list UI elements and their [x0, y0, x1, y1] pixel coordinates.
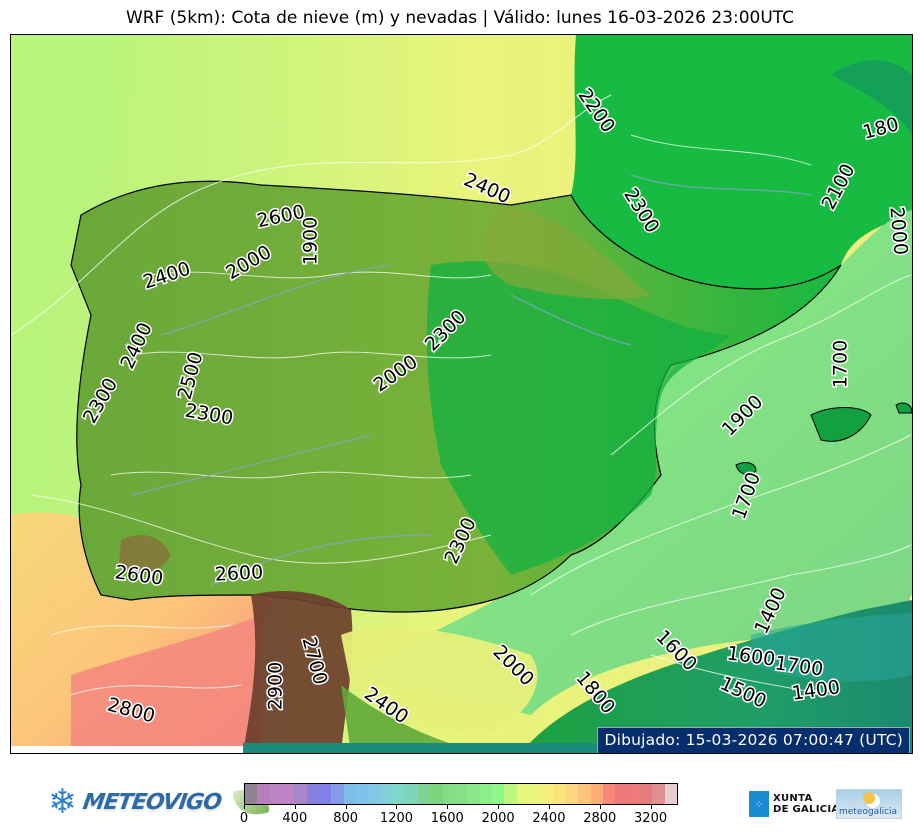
colorbar-tick-label: 2000 — [481, 811, 515, 826]
colorbar-segment — [664, 784, 678, 804]
colorbar-segment — [541, 784, 554, 804]
colorbar-segment — [294, 784, 307, 804]
snowflake-icon: ❄ — [48, 782, 77, 822]
colorbar-segment — [640, 784, 653, 804]
colorbar-tick-label: 3200 — [634, 811, 668, 826]
colorbar-segment — [442, 784, 455, 804]
rivers — [130, 174, 812, 586]
colorbar-tick — [396, 804, 398, 809]
colorbar-tick — [548, 804, 550, 809]
contour-lines — [11, 94, 912, 696]
colorbar-segment — [282, 784, 295, 804]
colorbar-segment — [245, 784, 258, 804]
colorbar-segment — [627, 784, 640, 804]
meteogalicia-logo: meteogalicia — [836, 789, 902, 819]
colorbar-segment — [331, 784, 344, 804]
colorbar-segment — [417, 784, 431, 804]
colorbar-segment — [269, 784, 283, 804]
colorbar-segment — [257, 784, 270, 804]
colorbar-tick-label: 400 — [282, 811, 308, 826]
colorbar-segment — [343, 784, 357, 804]
colorbar-segment — [553, 784, 566, 804]
contour-label: 1900 — [300, 217, 322, 265]
colorbar-tick-label: 2400 — [532, 811, 566, 826]
colorbar-segment — [454, 784, 468, 804]
colorbar-segment — [405, 784, 418, 804]
colorbar-tick — [599, 804, 601, 809]
contour-label: 2600 — [214, 561, 263, 586]
colorbar-segment — [306, 784, 320, 804]
footer: ❄ METEOVIGO 0 400 800 1200 1600 2000 2400 2800 3… — [0, 770, 920, 838]
sun-cloud-icon — [863, 792, 875, 804]
colorbar-tick — [498, 804, 500, 809]
colorbar-tick — [345, 804, 347, 809]
andalusia-high-area — [243, 590, 353, 753]
colorbar-segment — [479, 784, 492, 804]
france-land — [571, 35, 912, 316]
colorbar-segment — [602, 784, 616, 804]
mallorca-island — [810, 407, 872, 442]
colorbar-segment — [504, 784, 517, 804]
colorbar-segment — [528, 784, 542, 804]
meteogalicia-text: meteogalicia — [839, 807, 898, 817]
colorbar-segment — [578, 784, 591, 804]
menorca-island — [895, 402, 912, 414]
contour-label: 1700 — [830, 340, 852, 388]
colorbar-segment — [368, 784, 381, 804]
colorbar-ticks: 0 400 800 1200 1600 2000 2400 2800 3200 — [240, 804, 678, 834]
mediterranean-sea — [341, 210, 912, 715]
colorbar-tick — [244, 804, 245, 809]
meteovigo-logo: ❄ METEOVIGO — [48, 782, 271, 822]
colorbar-tick — [294, 804, 296, 809]
colorbar-segment — [430, 784, 443, 804]
colorbar-segment — [652, 784, 665, 804]
colorbar-segment — [393, 784, 406, 804]
xunta-line1: XUNTA — [773, 793, 813, 804]
colorbar-segment — [467, 784, 480, 804]
alboran-sea — [341, 626, 538, 735]
snow-level-map: 2200 180 2100 2000 2400 2300 2600 1900 2000 2400 2… — [10, 34, 913, 754]
drawn-timestamp: Dibujado: 15-03-2026 07:00:47 (UTC) — [597, 727, 910, 753]
colorbar-segment — [380, 784, 394, 804]
ibiza-island — [735, 462, 757, 475]
xunta-logo: ⁘ XUNTA DE GALICIA — [749, 791, 839, 817]
colorbar-tick-label: 2800 — [583, 811, 617, 826]
meteovigo-brand: METEOVIGO — [80, 789, 223, 815]
xunta-emblem-icon: ⁘ — [749, 791, 769, 817]
xunta-line2: DE GALICIA — [773, 804, 840, 815]
colorbar-segment — [319, 784, 332, 804]
colorbar-segment — [516, 784, 529, 804]
colorbar-tick-label: 1200 — [379, 811, 414, 826]
colorbar-tick-label: 1600 — [430, 811, 464, 826]
colorbar-segment — [565, 784, 579, 804]
contour-label: 2000 — [885, 206, 911, 256]
map-title: WRF (5km): Cota de nieve (m) y nevadas |… — [125, 8, 795, 28]
colorbar — [244, 783, 678, 805]
colorbar-tick — [650, 804, 652, 809]
colorbar-segment — [491, 784, 505, 804]
colorbar-tick-label: 0 — [239, 811, 249, 826]
colorbar-segment — [615, 784, 628, 804]
colorbar-tick-label: 800 — [333, 811, 359, 826]
colorbar-segment — [590, 784, 603, 804]
colorbar-tick — [447, 804, 449, 809]
colorbar-segment — [356, 784, 369, 804]
contour-label: 2900 — [265, 662, 287, 710]
